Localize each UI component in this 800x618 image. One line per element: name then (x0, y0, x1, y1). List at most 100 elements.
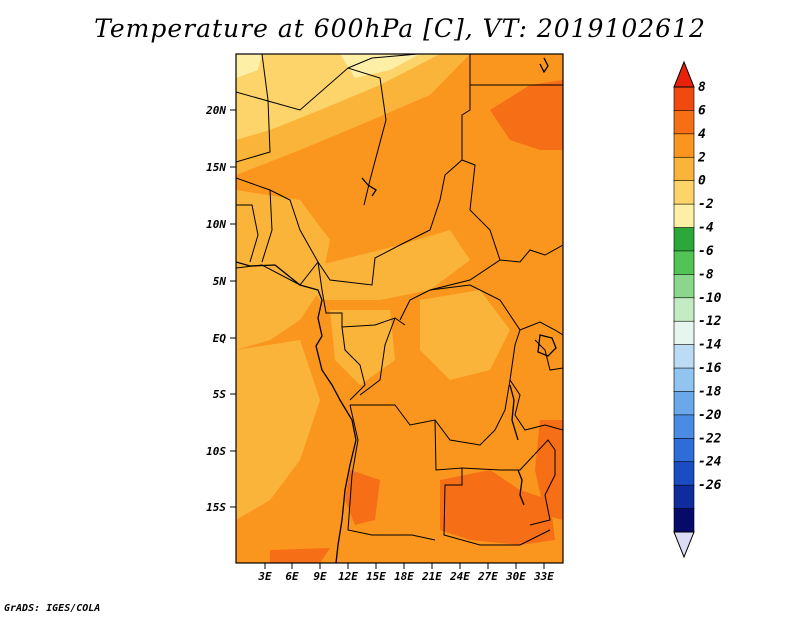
border-path (236, 54, 271, 163)
border-path (261, 189, 273, 263)
lon-label-27e: 27E (477, 570, 498, 583)
temperature-field (236, 54, 563, 563)
colorbar-cell (673, 110, 695, 135)
colorbar-label: 0 (698, 174, 706, 189)
border-path (341, 326, 366, 401)
border-path (461, 439, 556, 526)
colorbar-label: 8 (698, 80, 706, 95)
field-warm-gabon (330, 310, 395, 385)
border-path (317, 54, 471, 286)
colorbar-cell (673, 156, 695, 182)
colorbar-label: -12 (698, 314, 722, 329)
colorbar-cell (673, 227, 695, 252)
colorbar-label: -26 (698, 478, 722, 493)
border-path (236, 67, 387, 206)
colorbar-label: -4 (698, 221, 714, 236)
colorbar-cell (673, 86, 695, 112)
coastline-redsea (539, 57, 549, 74)
border-path (359, 317, 396, 396)
colorbar-cell (673, 484, 695, 510)
lat-label-eq: EQ (213, 332, 227, 345)
border-path (499, 244, 563, 263)
colorbar-cell (673, 461, 695, 486)
lat-ticks (230, 109, 236, 508)
colorbar-cell (673, 297, 695, 323)
lon-label-18e: 18E (394, 570, 414, 583)
lon-label-30e: 30E (505, 570, 526, 583)
colorbar: 8 6 4 2 0 -2 -4 -6 -8 -10 -12 -14 -16 -18 -20 -22 -24 -26 (673, 60, 722, 559)
field-hot-mozambique (535, 420, 563, 520)
map-frame (235, 53, 564, 564)
field-hot-angola (345, 470, 380, 525)
field-hot-south (440, 470, 555, 545)
colorbar-label: -18 (698, 384, 722, 399)
lake-chad (361, 177, 377, 197)
lon-label-15e: 15E (366, 570, 386, 583)
border-path (534, 339, 563, 371)
field-warm-west (236, 190, 330, 350)
colorbar-cell (673, 320, 695, 346)
lat-labels: 20N 15N 10N 5N EQ 5S 10S 15S (205, 104, 226, 514)
colorbar-cells (673, 86, 695, 533)
colorbar-upper-arrow (673, 60, 695, 88)
colorbar-cell (673, 274, 695, 299)
grads-credit: GrADS: IGES/COLA (4, 603, 101, 614)
lon-label-21e: 21E (421, 570, 442, 583)
lon-labels: 3E 6E 9E 12E 15E 18E 21E 24E 27E 30E 33E (257, 570, 554, 583)
lat-label-15n: 15N (206, 161, 226, 174)
lat-label-10n: 10N (206, 218, 226, 231)
field-hot-southwest (270, 548, 330, 563)
lon-label-3e: 3E (257, 570, 272, 583)
lat-label-20n: 20N (205, 104, 226, 117)
lat-label-5n: 5N (213, 275, 227, 288)
colorbar-label: 4 (698, 127, 706, 142)
border-path (317, 261, 406, 328)
border-path (434, 419, 551, 546)
colorbar-cell (673, 180, 695, 205)
border-path (347, 404, 436, 541)
lon-label-6e: 6E (285, 570, 299, 583)
lon-label-24e: 24E (449, 570, 470, 583)
field-warm-central (300, 230, 470, 300)
colorbar-cell (673, 344, 695, 369)
lon-label-33e: 33E (533, 570, 554, 583)
field-warm-southwest (236, 340, 320, 520)
lon-ticks (264, 563, 545, 569)
colorbar-cell (673, 203, 695, 229)
lon-label-9e: 9E (313, 570, 327, 583)
border-path (429, 284, 521, 431)
colorbar-label: -16 (698, 361, 722, 376)
lat-label-5s: 5S (213, 388, 227, 401)
border-path (236, 204, 259, 263)
colorbar-label: -24 (698, 455, 722, 470)
colorbar-label: 6 (698, 103, 706, 118)
colorbar-label: -20 (698, 408, 722, 423)
colorbar-label: -10 (698, 291, 722, 306)
colorbar-cell (673, 508, 695, 533)
colorbar-labels: 8 6 4 2 0 -2 -4 -6 -8 -10 -12 -14 -16 -18 -20 -22 -24 -26 (697, 80, 722, 493)
lat-label-15s: 15S (206, 501, 226, 514)
border-path (509, 379, 563, 431)
colorbar-cell (673, 391, 695, 416)
lon-label-12e: 12E (338, 570, 358, 583)
field-warm-congo (420, 290, 510, 380)
colorbar-label: 2 (697, 150, 706, 165)
lake-victoria (537, 334, 557, 357)
country-borders (236, 54, 563, 546)
colorbar-cell (673, 367, 695, 393)
colorbar-cell (673, 414, 695, 440)
colorbar-label: -14 (698, 338, 722, 353)
field-band-minus2-0 (236, 54, 440, 140)
colorbar-cell (673, 438, 695, 463)
colorbar-cell (673, 133, 695, 159)
border-path (519, 321, 563, 336)
colorbar-cell (673, 250, 695, 276)
chart-title: Temperature at 600hPa [C], VT: 201910261… (94, 14, 706, 43)
lake-tanganyika (509, 384, 519, 441)
lake-malawi (517, 469, 525, 506)
colorbar-lower-arrow (673, 531, 695, 559)
colorbar-label: -2 (698, 197, 714, 212)
colorbar-label: -8 (698, 267, 714, 282)
lat-label-10s: 10S (206, 445, 226, 458)
